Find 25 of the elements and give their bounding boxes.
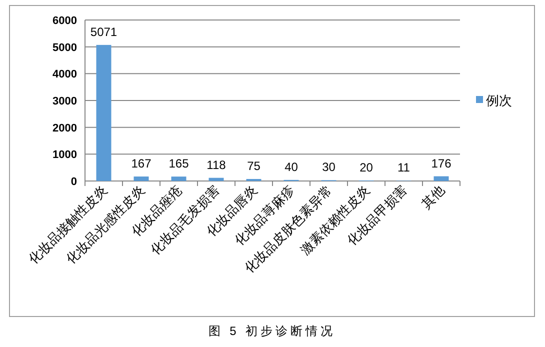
text: 图 5 初步诊断情况 xyxy=(208,324,336,338)
bar xyxy=(171,176,186,181)
data-label: 176 xyxy=(431,156,452,170)
y-tick-label: 6000 xyxy=(52,15,77,27)
y-tick-label: 1000 xyxy=(52,149,77,162)
y-tick-label: 5000 xyxy=(52,42,77,54)
data-label: 75 xyxy=(247,158,261,173)
bar xyxy=(434,176,449,181)
data-label: 167 xyxy=(131,156,152,171)
bar xyxy=(96,44,112,181)
y-tick-label: 4000 xyxy=(52,68,77,81)
bar xyxy=(134,176,149,181)
data-label: 5071 xyxy=(90,24,118,39)
data-label: 40 xyxy=(284,160,298,174)
data-label: 11 xyxy=(398,160,410,175)
data-label: 30 xyxy=(322,160,336,174)
y-tick-label: 3000 xyxy=(52,96,77,108)
bar xyxy=(208,178,224,181)
y-tick-label: 0 xyxy=(70,176,77,188)
legend-label: 例次 xyxy=(486,93,512,108)
data-label: 118 xyxy=(206,158,226,172)
data-label: 165 xyxy=(168,156,190,171)
y-tick-label: 2000 xyxy=(52,122,77,134)
data-label: 20 xyxy=(360,160,374,174)
x-tick-label: 其他 xyxy=(418,182,448,212)
